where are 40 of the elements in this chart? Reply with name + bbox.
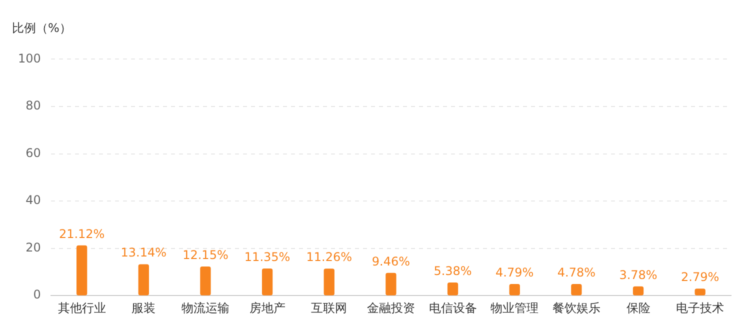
y-tick-label: 60	[26, 146, 41, 160]
bar	[262, 268, 273, 296]
x-tick-label: 电信设备	[428, 300, 477, 315]
bar	[200, 266, 211, 296]
data-label: 11.26%	[306, 250, 352, 264]
bar	[509, 284, 520, 296]
x-tick-label: 其他行业	[58, 300, 106, 315]
data-label: 9.46%	[372, 254, 410, 268]
x-tick-label: 物业管理	[490, 300, 539, 315]
data-label: 2.79%	[681, 270, 720, 284]
data-label: 3.78%	[619, 268, 658, 282]
data-label: 4.79%	[496, 265, 534, 280]
x-tick-label: 房地产	[249, 300, 286, 315]
bar	[138, 264, 149, 296]
y-tick-label: 80	[26, 98, 41, 113]
y-tick-label: 40	[26, 193, 41, 208]
y-tick-label: 100	[18, 51, 41, 66]
data-label: 21.12%	[58, 226, 105, 241]
bar	[447, 282, 458, 296]
x-tick-label: 保险	[626, 300, 650, 315]
bar	[571, 284, 582, 296]
bar	[324, 268, 334, 296]
bar	[632, 286, 644, 296]
x-tick-label: 服装	[132, 300, 156, 315]
data-label: 11.35%	[244, 250, 290, 264]
bar	[76, 245, 88, 296]
data-label: 4.78%	[557, 265, 596, 280]
y-axis-title: 比例（%）	[11, 20, 72, 37]
bar	[694, 288, 706, 296]
x-tick-label: 金融投资	[366, 300, 415, 315]
x-tick-label: 物流运输	[181, 300, 230, 315]
data-label: 5.38%	[434, 264, 472, 278]
x-tick-label: 电子技术	[676, 300, 724, 315]
data-label: 13.14%	[120, 246, 167, 260]
x-tick-label: 互联网	[311, 300, 348, 315]
x-tick-label: 餐饮娱乐	[552, 300, 600, 315]
y-tick-label: 0	[33, 288, 41, 302]
y-tick-label: 20	[26, 240, 41, 254]
data-label: 12.15%	[182, 248, 228, 262]
bar	[386, 272, 396, 296]
